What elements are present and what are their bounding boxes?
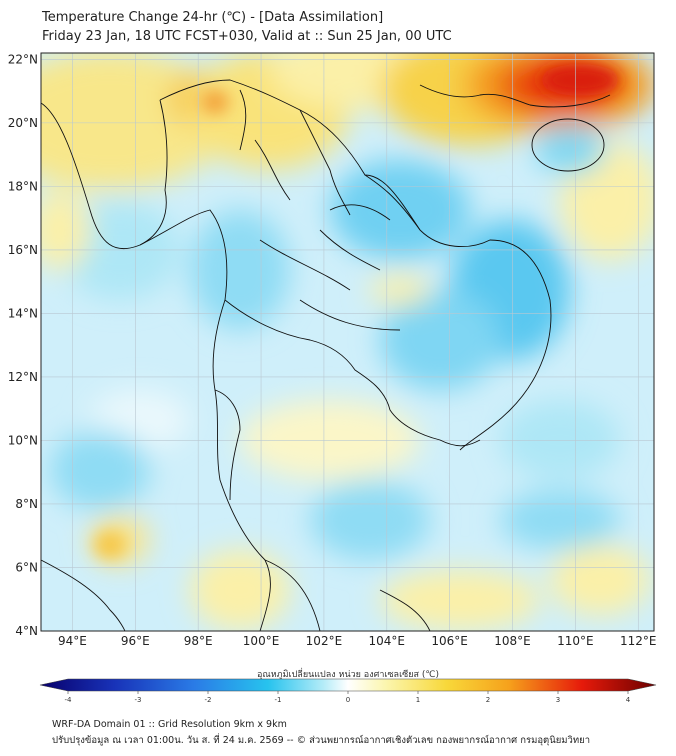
lon-tick-label: 110°E — [557, 634, 594, 648]
lat-tick-label: 16°N — [8, 243, 38, 257]
lon-tick-label: 112°E — [620, 634, 657, 648]
colorbar-tick-label: 1 — [416, 696, 420, 704]
colorbar-tick-label: 0 — [346, 696, 350, 704]
gridlines — [41, 53, 654, 631]
lon-tick-label: 108°E — [494, 634, 531, 648]
colorbar-tick-label: -3 — [135, 696, 142, 704]
chart-subtitle: Friday 23 Jan, 18 UTC FCST+030, Valid at… — [42, 29, 452, 44]
lat-tick-label: 12°N — [8, 370, 38, 384]
lat-tick-label: 8°N — [15, 497, 38, 511]
colorbar-tick-label: -2 — [205, 696, 212, 704]
coastline-outlines — [41, 79, 611, 631]
lon-tick-label: 98°E — [184, 634, 213, 648]
colorbar-tick-label: 4 — [626, 696, 631, 704]
lon-tick-label: 96°E — [121, 634, 150, 648]
lon-tick-label: 100°E — [243, 634, 280, 648]
lat-tick-label: 6°N — [15, 560, 38, 574]
colorbar-tick-label: 3 — [556, 696, 560, 704]
lat-tick-label: 22°N — [8, 52, 38, 66]
colorbar-label: อุณหภูมิเปลี่ยนแปลง หน่วย องศาเซลเซียส (… — [257, 667, 439, 680]
lon-tick-label: 104°E — [369, 634, 406, 648]
latitude-tick-labels: 22°N 20°N 18°N 16°N 14°N 12°N 10°N 8°N 6°N 4°N — [8, 52, 38, 638]
lat-tick-label: 10°N — [8, 433, 38, 447]
footer-model-info: WRF-DA Domain 01 :: Grid Resolution 9km … — [52, 719, 287, 730]
colorbar-tick-label: -4 — [65, 696, 73, 704]
colorbar — [39, 678, 657, 692]
footer-credit: ปรับปรุงข้อมูล ณ เวลา 01:00น. วัน ส. ที่… — [52, 735, 591, 746]
lat-tick-label: 14°N — [8, 306, 38, 320]
colorbar-tick-labels: -4 -3 -2 -1 0 1 2 3 4 — [65, 691, 631, 704]
lat-tick-label: 4°N — [15, 624, 38, 638]
chart-title: Temperature Change 24-hr (℃) - [Data Ass… — [42, 10, 384, 25]
longitude-tick-labels: 94°E 96°E 98°E 100°E 102°E 104°E 106°E 108°E 110… — [58, 634, 657, 648]
lon-tick-label: 94°E — [58, 634, 87, 648]
colorbar-tick-label: 2 — [486, 696, 490, 704]
lat-tick-label: 20°N — [8, 116, 38, 130]
lon-tick-label: 102°E — [306, 634, 343, 648]
lat-tick-label: 18°N — [8, 179, 38, 193]
colorbar-tick-label: -1 — [275, 696, 282, 704]
lon-tick-label: 106°E — [431, 634, 468, 648]
map-frame — [40, 52, 655, 632]
temperature-field — [41, 53, 654, 631]
